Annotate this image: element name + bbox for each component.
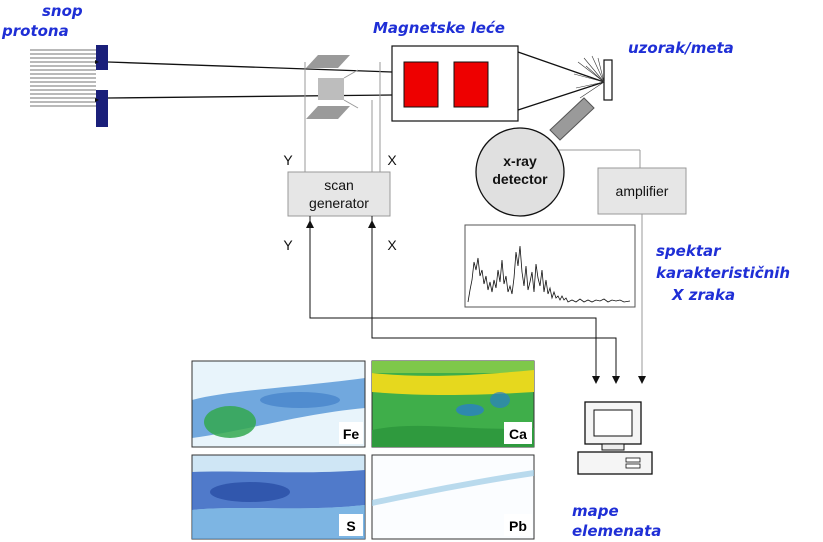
scan-coils <box>304 55 381 172</box>
detector-label-line1: x-ray <box>503 153 537 169</box>
element-map-pb: Pb <box>371 454 535 540</box>
map-label-s: S <box>346 518 355 534</box>
element-map-ca: Ca <box>371 360 535 448</box>
map-label-fe: Fe <box>343 426 360 442</box>
object-aperture <box>95 45 108 127</box>
proton-beam-lines <box>30 49 96 107</box>
label-beam-line2: protona <box>1 22 69 40</box>
scan-generator-label-line2: generator <box>309 195 369 211</box>
scan-x-label-bottom: X <box>387 237 397 253</box>
label-beam-line1: snop <box>42 2 83 20</box>
label-magnetic-lenses: Magnetske leće <box>373 19 505 37</box>
signal-connections <box>306 214 646 384</box>
amplifier-box: amplifier <box>597 167 687 215</box>
element-map-s: S <box>191 454 366 540</box>
label-spectrum-line2: karakterističnih <box>656 264 790 282</box>
map-label-ca: Ca <box>509 426 527 442</box>
xray-detector: x-ray detector <box>475 97 641 217</box>
label-sample: uzorak/meta <box>628 39 734 57</box>
scan-x-label-top: X <box>387 152 397 168</box>
element-map-fe: Fe <box>191 360 366 448</box>
detector-label-line2: detector <box>492 171 548 187</box>
scan-y-label-top: Y <box>283 152 293 168</box>
label-maps-line1: mape <box>572 502 619 520</box>
scan-y-label-bottom: Y <box>283 237 293 253</box>
label-maps-line2: elemenata <box>572 522 661 540</box>
element-maps: Fe Ca S Pb <box>191 360 535 540</box>
scan-generator-box: scan generator <box>287 171 391 217</box>
amplifier-label: amplifier <box>616 183 669 199</box>
sample-target <box>573 55 613 101</box>
label-spectrum-line3: X zraka <box>671 286 735 304</box>
computer-icon <box>577 401 653 475</box>
scan-generator-label-line1: scan <box>324 177 354 193</box>
beam-envelope <box>107 51 605 111</box>
label-spectrum-line1: spektar <box>656 242 722 260</box>
map-label-pb: Pb <box>509 518 527 534</box>
magnetic-lenses <box>391 45 519 122</box>
spectrum-plot <box>464 224 636 308</box>
